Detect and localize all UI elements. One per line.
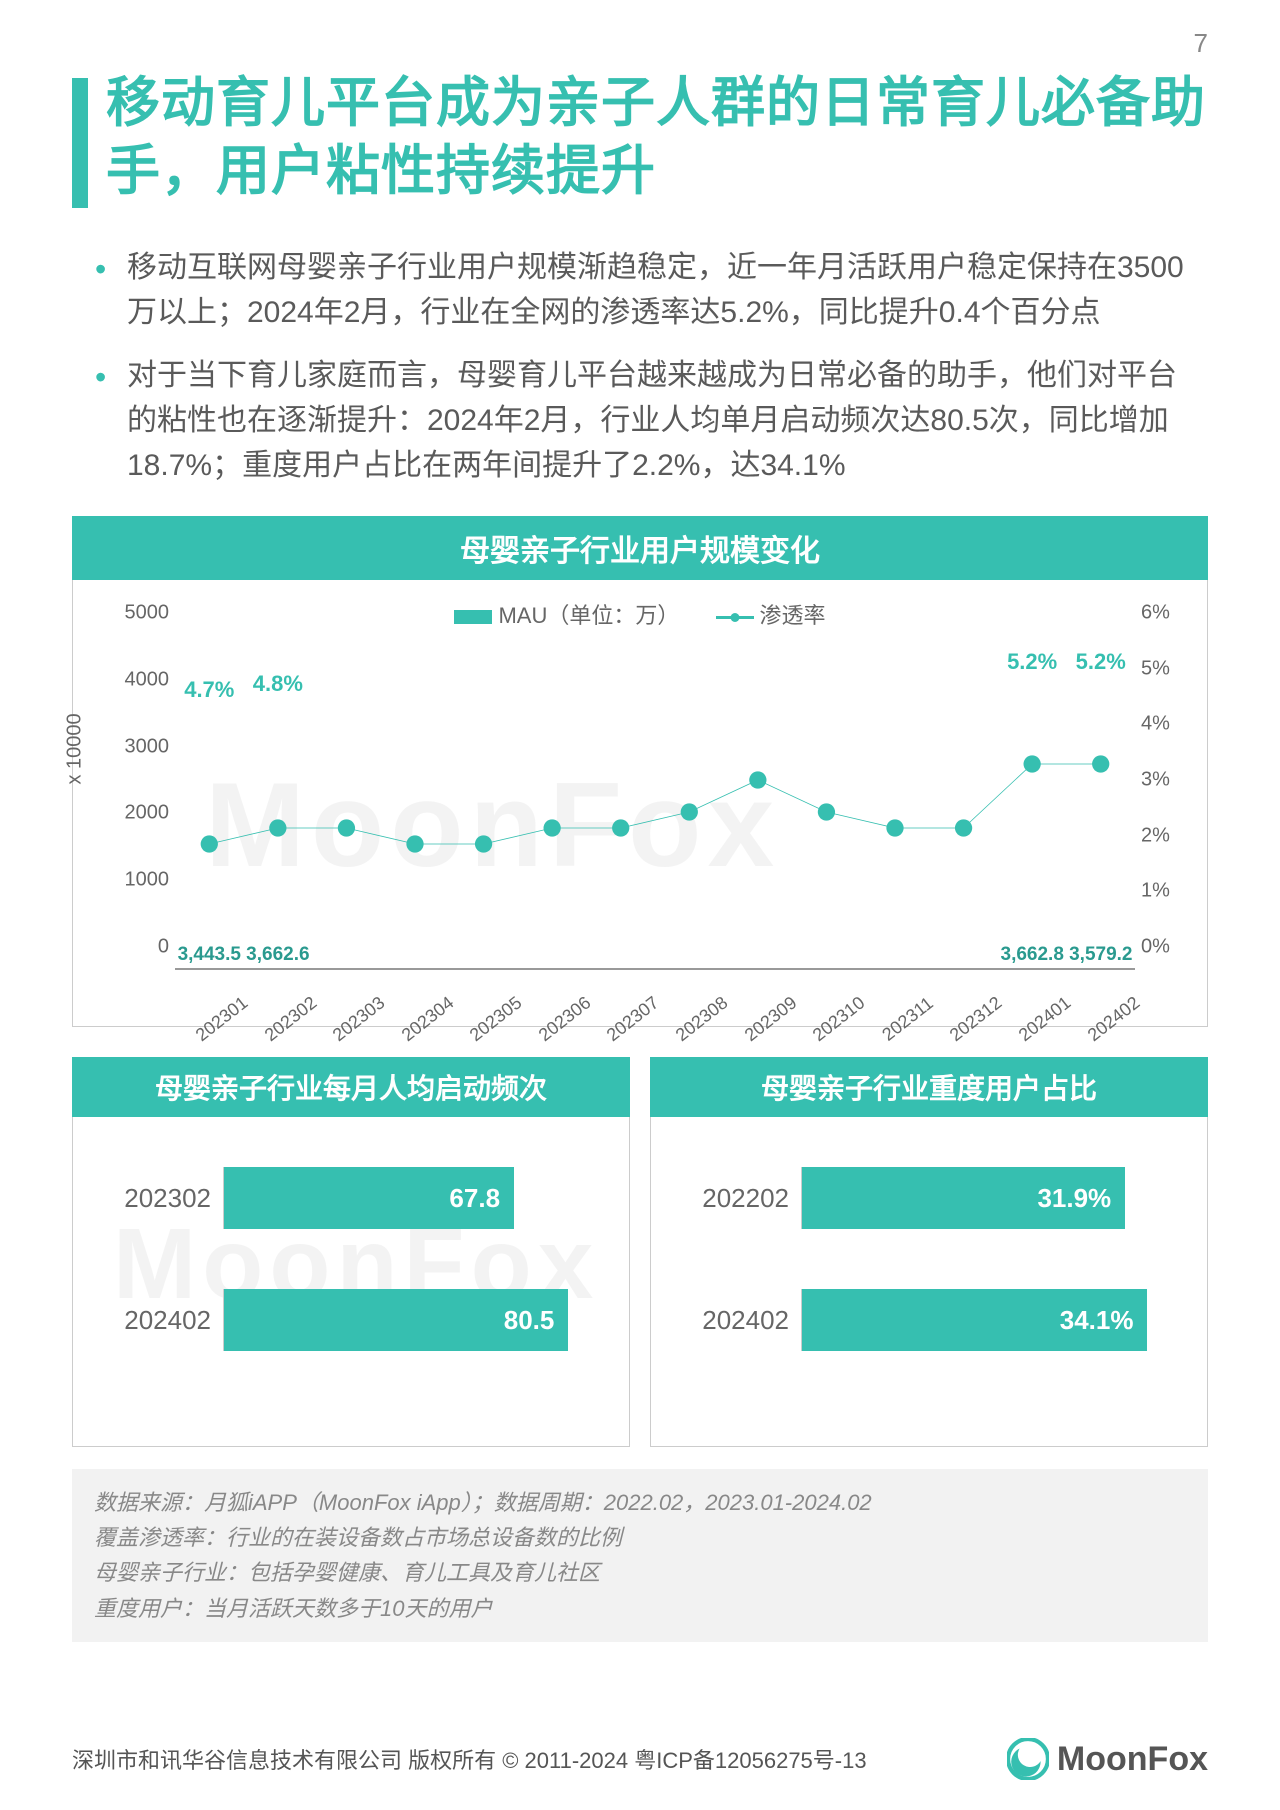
hbar-row: 20240234.1% <box>671 1289 1187 1351</box>
y-tick: 0% <box>1141 936 1170 959</box>
hbar-label: 202202 <box>671 1183 801 1214</box>
y-tick: 6% <box>1141 602 1170 625</box>
combo-chart: MoonFox x 10000 010002000300040005000 0%… <box>85 636 1195 1016</box>
main-chart: 母婴亲子行业用户规模变化 MAU（单位：万） 渗透率 MoonFox x 100… <box>72 516 1208 1027</box>
y-tick: 1% <box>1141 880 1170 903</box>
hbar-track: 80.5 <box>223 1289 609 1351</box>
mini-chart-body: 20220231.9% 20240234.1% <box>650 1117 1208 1447</box>
footer: 深圳市和讯华谷信息技术有限公司 版权所有 © 2011-2024 粤ICP备12… <box>72 1738 1208 1780</box>
line-value-label: 5.2% <box>1076 649 1126 675</box>
y-tick: 4% <box>1141 713 1170 736</box>
y-tick: 4000 <box>125 668 170 691</box>
legend-bar-label: MAU（单位：万） <box>498 603 679 628</box>
hbar-label: 202402 <box>671 1305 801 1336</box>
y-tick: 3% <box>1141 769 1170 792</box>
y-tick: 1000 <box>125 869 170 892</box>
chart-title: 母婴亲子行业用户规模变化 <box>72 516 1208 580</box>
y-tick: 2000 <box>125 802 170 825</box>
bullets: 移动互联网母婴亲子行业用户规模渐趋稳定，近一年月活跃用户稳定保持在3500万以上… <box>0 205 1280 488</box>
accent-bar <box>72 78 88 208</box>
page-title: 移动育儿平台成为亲子人群的日常育儿必备助手，用户粘性持续提升 <box>106 70 1208 205</box>
hbar-row: 20240280.5 <box>93 1289 609 1351</box>
legend-line-label: 渗透率 <box>760 603 826 628</box>
hbar-track: 34.1% <box>801 1289 1187 1351</box>
chart-legend: MAU（单位：万） 渗透率 <box>85 598 1195 630</box>
page-number: 7 <box>1194 28 1208 59</box>
y-tick: 0 <box>158 936 169 959</box>
header: 移动育儿平台成为亲子人群的日常育儿必备助手，用户粘性持续提升 <box>0 0 1280 205</box>
hbar-label: 202302 <box>93 1183 223 1214</box>
line-value-label: 4.8% <box>253 671 303 697</box>
mini-chart-body: MoonFox 20230267.820240280.5 <box>72 1117 630 1447</box>
moonfox-icon <box>1007 1738 1049 1780</box>
x-axis-labels: 2023012023022023032023042023052023062023… <box>175 1003 1135 1034</box>
y-axis-right: 0%1%2%3%4%5%6% <box>1135 636 1195 970</box>
bullet-item: 对于当下育儿家庭而言，母婴育儿平台越来越成为日常必备的助手，他们对平台的粘性也在… <box>95 353 1200 488</box>
hbar-track: 67.8 <box>223 1167 609 1229</box>
hbar-fill: 31.9% <box>802 1167 1125 1229</box>
y-axis-label: x 10000 <box>64 713 87 784</box>
hbar-fill: 34.1% <box>802 1289 1147 1351</box>
y-tick: 5% <box>1141 657 1170 680</box>
hbar-row: 20220231.9% <box>671 1167 1187 1229</box>
hbar-label: 202402 <box>93 1305 223 1336</box>
line-dot-icon <box>716 610 754 624</box>
swatch-icon <box>454 610 492 624</box>
y-tick: 5000 <box>125 602 170 625</box>
logo-text: MoonFox <box>1057 1740 1208 1779</box>
line-value-label: 5.2% <box>1007 649 1057 675</box>
bullet-item: 移动互联网母婴亲子行业用户规模渐趋稳定，近一年月活跃用户稳定保持在3500万以上… <box>95 245 1200 335</box>
logo: MoonFox <box>1007 1738 1208 1780</box>
hbar-fill: 80.5 <box>224 1289 568 1351</box>
hbar-fill: 67.8 <box>224 1167 514 1229</box>
hbar-track: 31.9% <box>801 1167 1187 1229</box>
y-tick: 2% <box>1141 824 1170 847</box>
plot-area: 3,443.53,662.63,662.83,579.2 4.7%4.8%5.2… <box>175 636 1135 970</box>
hbar-row: 20230267.8 <box>93 1167 609 1229</box>
line-value-label: 4.7% <box>184 677 234 703</box>
line-overlay <box>175 636 1135 1596</box>
copyright: 深圳市和讯华谷信息技术有限公司 版权所有 © 2011-2024 粤ICP备12… <box>72 1743 867 1775</box>
y-axis-left: x 10000 010002000300040005000 <box>85 636 175 970</box>
y-tick: 3000 <box>125 735 170 758</box>
